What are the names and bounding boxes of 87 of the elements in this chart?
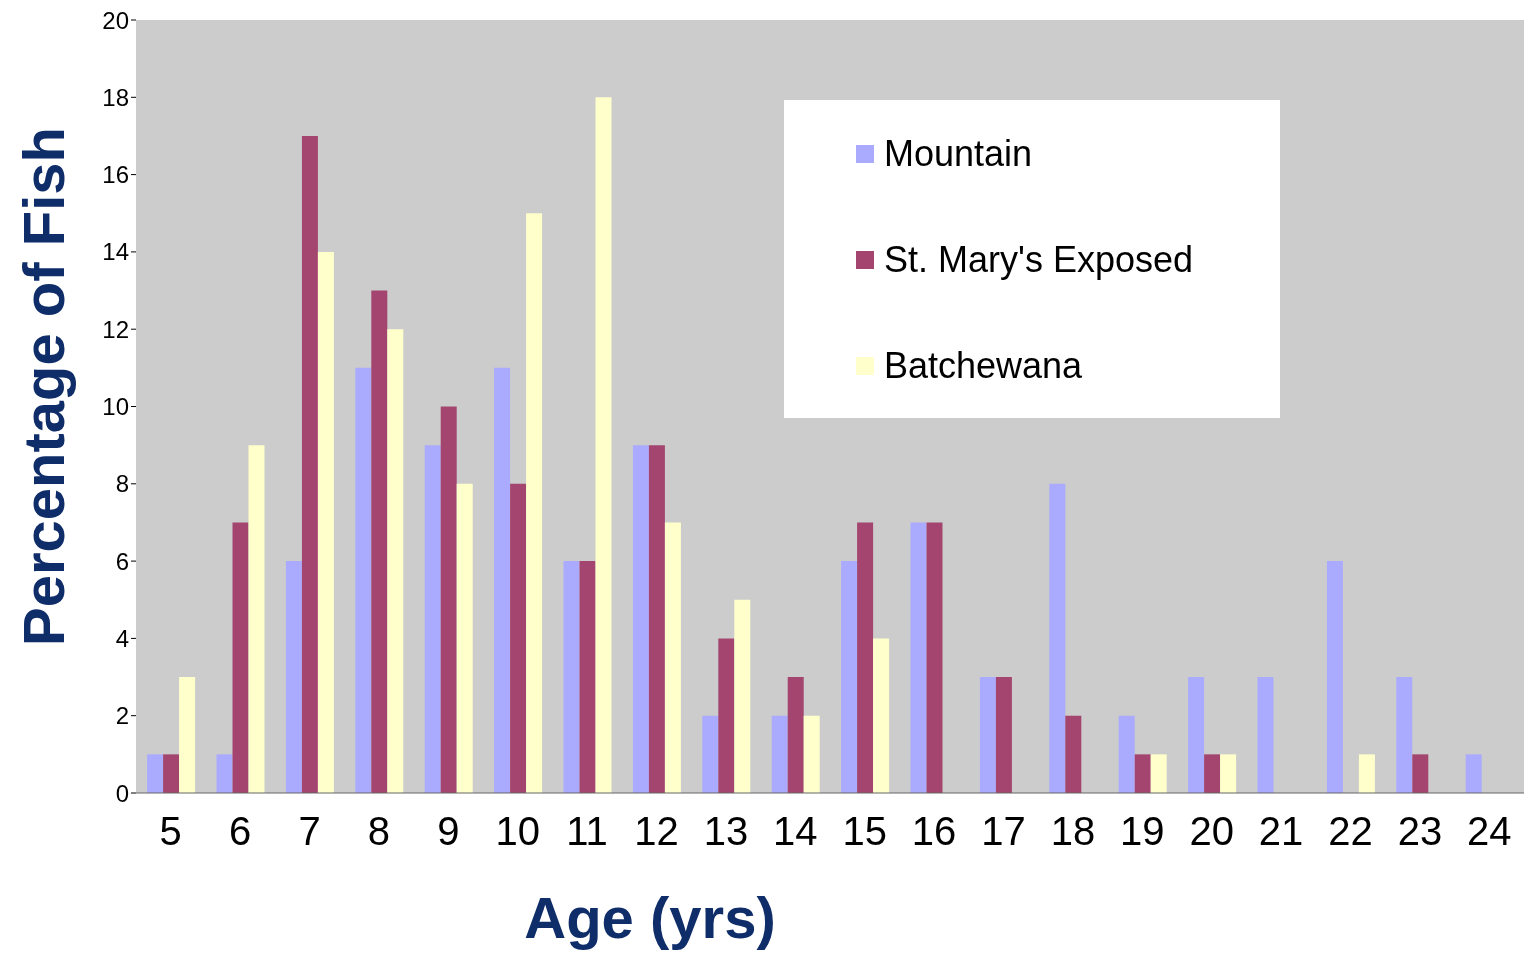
x-tick-label: 18 — [1050, 809, 1096, 854]
bar — [494, 367, 511, 793]
bar — [1358, 754, 1375, 793]
x-tick-label: 24 — [1467, 809, 1512, 854]
x-tick-label: 11 — [566, 809, 608, 854]
bar — [926, 522, 943, 793]
bar — [873, 638, 890, 793]
bar — [179, 677, 196, 793]
bar — [648, 445, 665, 793]
bar — [1412, 754, 1429, 793]
x-tick-label: 9 — [437, 809, 460, 854]
bar — [1257, 677, 1274, 793]
bar — [285, 561, 302, 793]
bar — [1204, 754, 1221, 793]
x-tick-label: 15 — [842, 809, 887, 854]
x-tick-label: 17 — [981, 809, 1026, 854]
bar — [301, 135, 318, 793]
x-tick-label: 10 — [495, 809, 540, 854]
x-tick-label: 12 — [634, 809, 679, 854]
y-tick-label: 4 — [115, 624, 129, 652]
x-tick-label: 19 — [1120, 809, 1165, 854]
bar — [1220, 754, 1237, 793]
bar — [1326, 561, 1343, 793]
bar — [787, 677, 804, 793]
x-tick-label: 7 — [298, 809, 321, 854]
x-tick-label: 16 — [911, 809, 957, 854]
bar — [841, 561, 858, 793]
bar — [702, 715, 719, 793]
bar — [147, 754, 164, 793]
bar — [803, 715, 820, 793]
y-tick-label: 20 — [102, 6, 129, 34]
bar — [163, 754, 180, 793]
y-tick-label: 2 — [115, 702, 129, 730]
bar — [510, 483, 527, 793]
bar — [1134, 754, 1151, 793]
x-tick-label: 23 — [1397, 809, 1443, 854]
bar — [355, 367, 372, 793]
bar — [526, 213, 543, 793]
bar — [317, 251, 334, 793]
bar — [216, 754, 233, 793]
bar — [771, 715, 788, 793]
y-tick-label: 18 — [102, 83, 129, 111]
bar — [1118, 715, 1135, 793]
y-tick-label: 12 — [102, 315, 129, 343]
bar — [664, 522, 681, 793]
y-tick-label: 16 — [102, 161, 129, 189]
x-tick-label: 22 — [1328, 809, 1373, 854]
x-tick-label: 14 — [773, 809, 818, 854]
x-tick-label: 21 — [1258, 809, 1304, 854]
bar — [979, 677, 996, 793]
x-tick-label: 13 — [703, 809, 749, 854]
bar — [1150, 754, 1167, 793]
bar — [595, 97, 612, 793]
bar — [1065, 715, 1082, 793]
bar — [1465, 754, 1482, 793]
legend-label: Mountain — [884, 133, 1033, 175]
bar — [1396, 677, 1413, 793]
bar — [857, 522, 874, 793]
x-tick-label: 8 — [367, 809, 391, 854]
legend-label: Batchewana — [884, 345, 1083, 387]
y-tick-label: 6 — [115, 547, 129, 575]
bar — [232, 522, 249, 793]
bar — [456, 483, 473, 793]
x-tick-label: 5 — [159, 809, 182, 854]
bar — [718, 638, 735, 793]
bar — [424, 445, 441, 793]
y-tick-label: 14 — [102, 238, 129, 266]
bar — [1188, 677, 1205, 793]
bar — [632, 445, 649, 793]
bar — [579, 561, 596, 793]
legend-label: St. Mary's Exposed — [884, 239, 1193, 281]
bar — [910, 522, 927, 793]
bar — [248, 445, 265, 793]
bar — [563, 561, 580, 793]
bar — [995, 677, 1012, 793]
y-tick-label: 8 — [115, 470, 129, 498]
x-tick-label: 6 — [228, 809, 252, 854]
bar — [734, 599, 751, 793]
bar — [1049, 483, 1066, 793]
bar — [440, 406, 457, 793]
x-axis-title: Age (yrs) — [524, 885, 776, 950]
bar — [387, 329, 404, 793]
y-tick-label: 0 — [115, 779, 129, 807]
x-tick-label: 20 — [1189, 809, 1234, 854]
bar — [371, 290, 388, 793]
y-tick-label: 10 — [102, 393, 129, 421]
y-axis-title: Percentage of Fish — [11, 127, 76, 646]
